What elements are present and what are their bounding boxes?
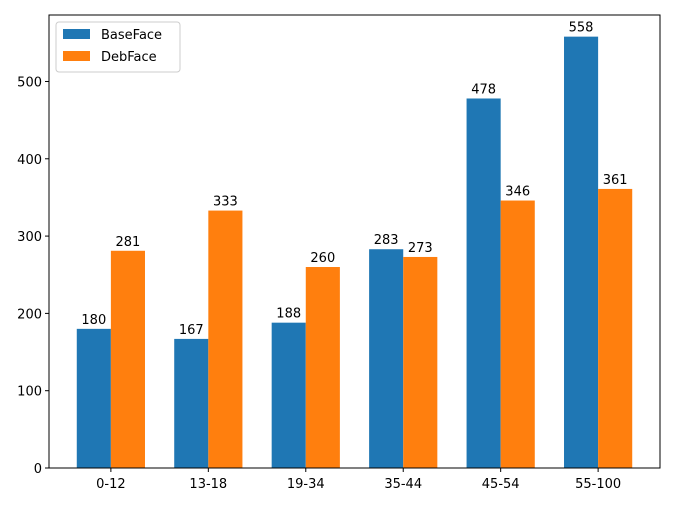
bar-baseface-13-18 (174, 338, 209, 468)
data-label: 167 (179, 323, 204, 338)
y-tick-label: 300 (17, 230, 42, 245)
legend-label: DebFace (101, 50, 157, 65)
bar-debface-35-44 (403, 256, 438, 468)
data-label: 281 (116, 235, 141, 250)
data-label: 346 (505, 185, 530, 200)
bar-baseface-35-44 (369, 249, 404, 468)
x-tick-label: 13-18 (189, 477, 227, 492)
x-tick-label: 0-12 (96, 477, 126, 492)
data-label: 180 (81, 313, 106, 328)
bar-debface-13-18 (208, 210, 243, 468)
x-tick-label: 45-54 (482, 477, 520, 492)
data-label: 273 (408, 241, 433, 256)
y-tick-label: 200 (17, 307, 42, 322)
legend-label: BaseFace (101, 28, 162, 43)
data-label: 333 (213, 195, 238, 210)
x-tick-label: 19-34 (287, 477, 325, 492)
y-tick-label: 400 (17, 153, 42, 168)
bar-baseface-0-12 (76, 328, 111, 468)
data-label: 283 (374, 233, 399, 248)
bar-debface-19-34 (305, 267, 340, 468)
x-tick-label: 35-44 (384, 477, 422, 492)
legend-swatch-debface (63, 51, 90, 61)
bar-baseface-45-54 (466, 98, 501, 469)
bar-debface-45-54 (500, 200, 535, 469)
data-label: 361 (603, 173, 628, 188)
data-label: 478 (471, 82, 496, 97)
data-label: 558 (569, 21, 594, 36)
bar-debface-55-100 (598, 188, 633, 468)
x-tick-label: 55-100 (575, 477, 621, 492)
y-tick-label: 0 (34, 462, 42, 477)
data-label: 260 (310, 251, 335, 266)
bar-debface-0-12 (110, 250, 145, 468)
legend-swatch-baseface (63, 29, 90, 39)
y-tick-label: 100 (17, 385, 42, 400)
bar-baseface-55-100 (564, 36, 599, 468)
y-tick-label: 500 (17, 75, 42, 90)
plot-frame (48, 14, 661, 469)
bar-baseface-19-34 (271, 322, 306, 468)
data-label: 188 (276, 307, 301, 322)
